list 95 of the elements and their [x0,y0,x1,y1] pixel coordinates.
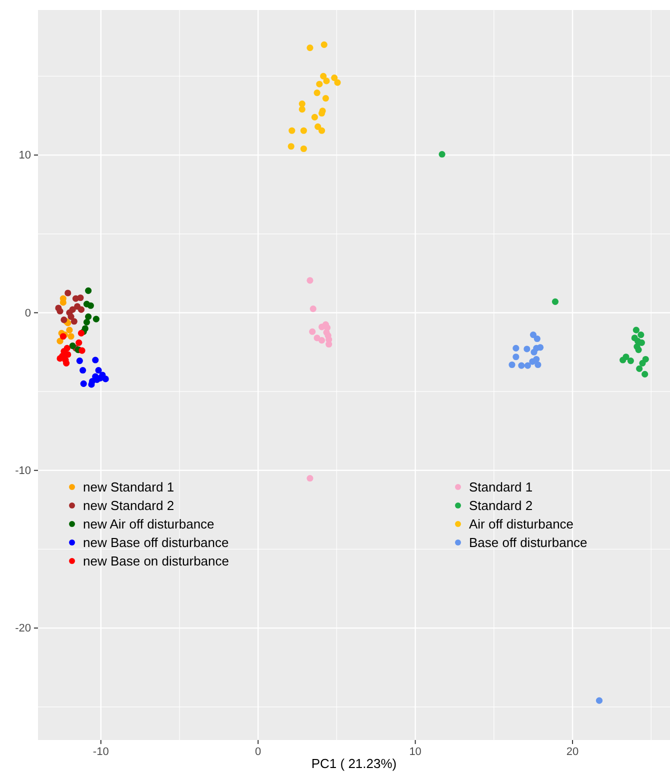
point [64,351,72,358]
legend-label: Standard 1 [469,480,533,494]
legend-label: Standard 2 [469,498,533,513]
point [68,333,74,340]
point [512,344,520,352]
point [76,358,83,364]
point [66,326,73,334]
point [323,78,330,84]
point [56,355,64,362]
point [80,380,87,387]
point [306,474,314,482]
point [56,338,64,344]
point [331,74,338,82]
point [306,277,314,284]
point [310,305,316,312]
point [438,150,446,158]
point [60,316,68,324]
y-tick-label: 10 [18,150,31,162]
x-tick-label: 0 [255,746,262,758]
point [638,339,645,346]
legend-label: new Standard 2 [83,498,174,513]
point [322,95,329,102]
legend-label: new Standard 1 [83,480,174,494]
x-tick-label: 10 [409,746,422,758]
point [83,318,90,326]
point [642,370,648,378]
point [306,44,314,52]
point [78,330,85,336]
point [530,332,537,338]
point [627,358,634,364]
legend-label: Air off disturbance [469,516,574,532]
point [530,348,538,356]
point [320,72,327,80]
point [320,41,328,48]
point [524,346,530,352]
point [638,332,644,338]
point [69,342,76,350]
point [552,298,559,305]
y-tick-label: 0 [24,307,31,320]
point [60,299,66,306]
point [311,114,318,120]
point [87,302,94,309]
point [300,127,307,134]
point [534,361,542,368]
legend-label: new Base on disturbance [83,554,229,568]
point [309,328,316,335]
point [68,313,74,320]
point [316,80,323,88]
point [639,360,646,366]
point [76,339,82,346]
point [288,127,296,134]
point [77,294,84,302]
point [314,89,320,96]
point [78,347,86,354]
x-tick-label: -10 [92,746,109,758]
point [70,318,78,325]
point [95,366,102,374]
point [529,358,536,365]
point [524,362,532,369]
point [334,79,341,86]
point [314,123,322,130]
point [300,145,307,152]
point [318,337,326,344]
point [88,381,95,388]
point [78,306,85,313]
point [620,356,626,364]
point [632,326,640,334]
point [534,335,540,342]
y-tick-label: -20 [15,622,31,635]
point [596,697,603,704]
legend-label: Base off disturbance [469,535,588,550]
legend-label: new Air off disturbance [83,516,214,532]
point [56,308,64,314]
point [288,143,294,150]
point [537,344,544,351]
point [518,362,525,369]
point [85,313,92,320]
point [85,287,92,294]
point [102,376,109,382]
point [635,346,642,354]
x-tick-label: 20 [566,746,579,758]
point [92,316,100,322]
legend-label: new Base off disturbance [83,535,229,550]
point [636,365,643,372]
point [92,356,99,364]
point [298,106,306,113]
point [318,127,326,134]
point [508,361,516,368]
point [512,354,520,360]
point [298,100,306,108]
y-tick-label: -10 [15,464,31,477]
point [64,290,72,296]
x-axis-title: PC1 ( 21.23%) [311,756,397,771]
point [80,366,86,374]
point [63,360,70,366]
